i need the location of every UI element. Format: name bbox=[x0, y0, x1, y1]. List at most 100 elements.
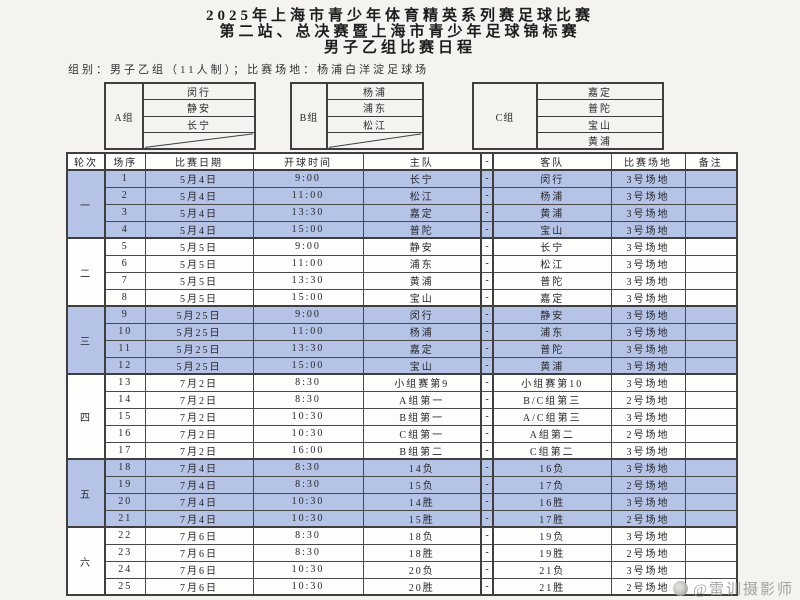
group-teams-column: 闵行 静安 长宁 bbox=[144, 84, 254, 148]
match-date-cell: 7月2日 bbox=[144, 373, 254, 392]
match-time-cell: 13:30 bbox=[252, 339, 364, 358]
match-no-cell: 9 bbox=[104, 305, 146, 324]
match-home-cell: 20胜 bbox=[362, 577, 482, 596]
round-cell: 四 bbox=[66, 373, 106, 460]
group-empty-slot-cell bbox=[328, 133, 422, 148]
match-time-cell: 10:30 bbox=[252, 424, 364, 443]
match-row: 4 5月4日 15:00 普陀 - 宝山 3号场地 bbox=[67, 220, 738, 239]
match-home-cell: 浦东 bbox=[362, 254, 482, 273]
match-home-cell: A组第一 bbox=[362, 390, 482, 409]
match-note-cell bbox=[684, 390, 738, 409]
match-note-cell bbox=[684, 577, 738, 596]
match-no-cell: 25 bbox=[104, 577, 146, 596]
match-vs-cell: - bbox=[480, 509, 494, 528]
match-away-cell: 黄浦 bbox=[492, 203, 612, 222]
match-no-cell: 3 bbox=[104, 203, 146, 222]
match-home-cell: B组第一 bbox=[362, 407, 482, 426]
match-row: 16 7月2日 10:30 C组第一 - A组第二 2号场地 bbox=[67, 424, 738, 443]
match-no-cell: 5 bbox=[104, 237, 146, 256]
match-row: 25 7月6日 10:30 20胜 -21胜 2号场地 bbox=[67, 577, 738, 596]
match-no-cell: 18 bbox=[104, 458, 146, 477]
match-row: 一 1 5月4日 9:00 长宁 - 闵行 3号场地 bbox=[66, 169, 738, 239]
group-team-cell: 杨浦 bbox=[328, 84, 422, 101]
match-date-cell: 5月4日 bbox=[144, 169, 254, 188]
match-away-cell: 21胜 bbox=[492, 577, 612, 596]
match-away-cell: 小组赛第10 bbox=[492, 373, 612, 392]
match-date-cell: 7月2日 bbox=[144, 441, 254, 460]
match-away-cell: 浦东 bbox=[492, 322, 612, 341]
match-venue-cell: 2号场地 bbox=[610, 390, 686, 409]
header-row: 轮次 场序 比赛日期 开球时间 主队 - 客队 比赛场地 备注 bbox=[66, 152, 738, 171]
col-header-home: 主队 bbox=[362, 152, 482, 171]
group-team-cell: 宝山 bbox=[538, 117, 662, 133]
group-table-0: A组 闵行 静安 长宁 bbox=[104, 82, 256, 150]
match-home-cell: C组第一 bbox=[362, 424, 482, 443]
match-row: 23 7月6日 8:30 18胜 -19胜 2号场地 bbox=[67, 543, 738, 562]
match-time-cell: 11:00 bbox=[252, 186, 364, 205]
match-away-cell: 松江 bbox=[492, 254, 612, 273]
col-header-vs: - bbox=[480, 152, 494, 171]
match-no-cell: 23 bbox=[104, 543, 146, 562]
match-venue-cell: 2号场地 bbox=[610, 509, 686, 528]
match-vs-cell: - bbox=[480, 441, 494, 460]
match-venue-cell: 3号场地 bbox=[610, 407, 686, 426]
match-away-cell: 普陀 bbox=[492, 271, 612, 290]
match-home-cell: 普陀 bbox=[362, 220, 482, 239]
match-note-cell bbox=[684, 271, 738, 290]
match-no-cell: 7 bbox=[104, 271, 146, 290]
match-home-cell: 松江 bbox=[362, 186, 482, 205]
match-date-cell: 7月6日 bbox=[144, 543, 254, 562]
match-note-cell bbox=[684, 186, 738, 205]
match-vs-cell: - bbox=[480, 475, 494, 494]
match-date-cell: 5月4日 bbox=[144, 220, 254, 239]
match-venue-cell: 3号场地 bbox=[610, 526, 686, 545]
match-row: 2 5月4日 11:00 松江 - 杨浦 3号场地 bbox=[67, 186, 738, 205]
group-team-cell: 静安 bbox=[144, 100, 254, 117]
match-time-cell: 15:00 bbox=[252, 288, 364, 307]
match-away-cell: 静安 bbox=[492, 305, 612, 324]
match-home-cell: 15胜 bbox=[362, 509, 482, 528]
match-venue-cell: 3号场地 bbox=[610, 169, 686, 188]
group-label: C组 bbox=[474, 84, 538, 148]
match-home-cell: 嘉定 bbox=[362, 203, 482, 222]
group-team-cell: 普陀 bbox=[538, 100, 662, 117]
match-note-cell bbox=[684, 254, 738, 273]
match-vs-cell: - bbox=[480, 322, 494, 341]
match-away-cell: 长宁 bbox=[492, 237, 612, 256]
match-time-cell: 8:30 bbox=[252, 458, 364, 477]
match-time-cell: 11:00 bbox=[252, 254, 364, 273]
col-header-time: 开球时间 bbox=[252, 152, 364, 171]
match-time-cell: 10:30 bbox=[252, 492, 364, 511]
match-no-cell: 11 bbox=[104, 339, 146, 358]
match-away-cell: 普陀 bbox=[492, 339, 612, 358]
match-vs-cell: - bbox=[480, 271, 494, 290]
match-venue-cell: 3号场地 bbox=[610, 254, 686, 273]
group-label: A组 bbox=[106, 84, 144, 148]
group-teams-column: 杨浦 浦东 松江 bbox=[328, 84, 422, 148]
match-away-cell: 宝山 bbox=[492, 220, 612, 239]
match-no-cell: 16 bbox=[104, 424, 146, 443]
col-header-note: 备注 bbox=[684, 152, 738, 171]
match-vs-cell: - bbox=[480, 492, 494, 511]
match-row: 3 5月4日 13:30 嘉定 - 黄浦 3号场地 bbox=[67, 203, 738, 222]
match-note-cell bbox=[684, 203, 738, 222]
match-date-cell: 5月5日 bbox=[144, 271, 254, 290]
match-note-cell bbox=[684, 543, 738, 562]
match-vs-cell: - bbox=[480, 577, 494, 596]
group-team-cell: 松江 bbox=[328, 117, 422, 133]
match-date-cell: 7月2日 bbox=[144, 424, 254, 443]
match-time-cell: 15:00 bbox=[252, 220, 364, 239]
group-table-1: B组 杨浦 浦东 松江 bbox=[290, 82, 424, 150]
match-note-cell bbox=[684, 441, 738, 460]
match-date-cell: 5月4日 bbox=[144, 203, 254, 222]
match-date-cell: 7月2日 bbox=[144, 407, 254, 426]
match-venue-cell: 3号场地 bbox=[610, 186, 686, 205]
diagonal-line bbox=[144, 133, 254, 148]
group-teams-column: 嘉定 普陀 宝山 黄浦 bbox=[538, 84, 662, 148]
match-no-cell: 24 bbox=[104, 560, 146, 579]
match-home-cell: 长宁 bbox=[362, 169, 482, 188]
match-row: 15 7月2日 10:30 B组第一 - A/C组第三 3号场地 bbox=[67, 407, 738, 426]
match-date-cell: 7月6日 bbox=[144, 577, 254, 596]
match-row: 19 7月4日 8:30 15负 -17负 2号场地 bbox=[67, 475, 738, 494]
match-note-cell bbox=[684, 220, 738, 239]
